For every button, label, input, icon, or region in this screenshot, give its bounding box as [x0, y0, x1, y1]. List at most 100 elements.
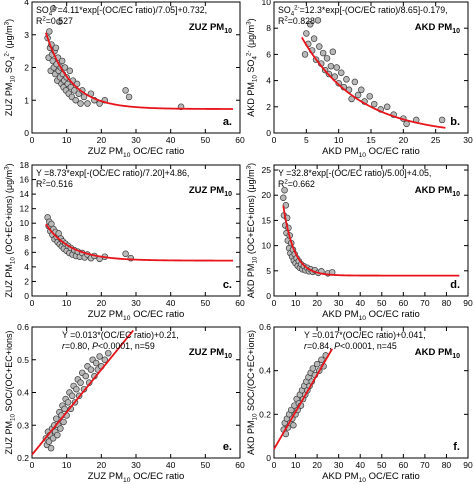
- x-tick-label: 0: [30, 460, 35, 470]
- x-axis-label: ZUZ PM10 OC/EC ratio: [88, 309, 185, 322]
- text-segment: 10: [10, 75, 17, 83]
- text-segment: P: [92, 341, 98, 351]
- x-tick-label: 50: [201, 298, 211, 308]
- data-point: [53, 415, 60, 422]
- data-point: [309, 365, 317, 372]
- y-axis-label: AKD PM10 (OC+EC+ions) (μg/m3): [245, 163, 258, 298]
- y-tick-label: 0.4: [259, 366, 271, 376]
- x-axis-label: ZUZ PM10 OC/EC ratio: [88, 471, 185, 484]
- data-point: [52, 44, 60, 52]
- y-tick-label: 0: [266, 128, 271, 138]
- fit-curve: [282, 205, 460, 277]
- data-point: [301, 51, 309, 58]
- text-segment: SO: [246, 60, 256, 76]
- text-segment: =0.84,: [307, 341, 334, 351]
- data-point: [329, 48, 337, 56]
- data-point: [60, 418, 67, 426]
- y-tick-label: 0.4: [17, 388, 29, 398]
- text-segment: 4: [10, 56, 17, 60]
- data-point: [71, 87, 78, 94]
- x-tick-label: 40: [355, 298, 365, 308]
- data-point: [383, 103, 391, 111]
- data-point: [101, 356, 109, 364]
- text-segment: R: [278, 16, 284, 26]
- data-point: [313, 360, 321, 368]
- text-segment: 2: [42, 178, 46, 185]
- data-point: [49, 435, 57, 442]
- x-tick-label: 15: [366, 135, 376, 145]
- text-segment: (μg/m: [246, 25, 256, 51]
- y-tick-label: 0: [24, 291, 29, 301]
- station-subscript: 10: [452, 353, 460, 360]
- data-point: [306, 21, 314, 28]
- x-tick-label: 10: [62, 460, 72, 470]
- data-point: [61, 64, 69, 71]
- text-segment: ): [246, 163, 256, 166]
- data-point: [61, 405, 68, 413]
- y-tick-label: 6: [24, 247, 29, 257]
- data-point: [319, 49, 327, 57]
- data-point: [282, 202, 290, 209]
- fit-curve: [45, 32, 234, 110]
- y-tick-label: 20: [262, 190, 272, 200]
- y-tick-label: 12: [20, 204, 30, 214]
- text-segment: =4.11*exp[-(OC/EC ratio)/7.05]+0.732,: [58, 5, 207, 15]
- station-label: ZUZ PM10: [189, 347, 232, 360]
- data-point: [327, 62, 335, 70]
- y-tick-label: 14: [20, 189, 30, 199]
- data-point: [338, 69, 345, 76]
- x-tick-label: 10: [62, 298, 72, 308]
- data-point: [96, 353, 103, 360]
- text-segment: r: [62, 341, 66, 351]
- fit-curve: [45, 223, 234, 262]
- text-segment: 4: [252, 56, 259, 60]
- plot-frame: [31, 164, 241, 297]
- text-segment: 10: [10, 414, 17, 422]
- fit-equation-line: R2=0.527: [36, 15, 73, 26]
- plot-frame: [273, 1, 469, 134]
- y-tick-label: 6: [266, 49, 271, 59]
- text-segment: ): [4, 163, 14, 166]
- x-tick-label: 50: [201, 135, 211, 145]
- text-segment: 4: [49, 11, 53, 18]
- text-segment: AKD PM: [322, 146, 359, 157]
- y-tick-label: 0.2: [259, 409, 271, 419]
- data-point: [72, 96, 79, 104]
- y-tick-label: 0.5: [17, 355, 29, 365]
- text-segment: 10: [123, 315, 131, 322]
- data-point: [45, 438, 53, 445]
- data-point: [310, 35, 318, 42]
- text-segment: r: [304, 341, 308, 351]
- panel-label: d.: [450, 279, 460, 291]
- y-tick-label: 18: [20, 160, 30, 170]
- chart-panel-d: 0 10 20 30 40 50 60 70 80 90 0 5 10 15 20 25 Y =32.8*exp…: [245, 163, 473, 322]
- text-segment: <0.0001, n=45: [340, 341, 397, 351]
- x-tick-label: 40: [166, 135, 176, 145]
- text-segment: 2: [284, 15, 288, 22]
- panel-label: c.: [223, 279, 232, 291]
- panel-label: b.: [450, 116, 460, 128]
- y-axis-label: ZUZ PM10 (OC+EC+ions) (μg/m3): [3, 163, 16, 297]
- data-point: [343, 76, 350, 83]
- data-point: [105, 349, 112, 357]
- station-label: AKD PM10: [415, 22, 460, 35]
- text-segment: 10: [359, 477, 367, 484]
- text-segment: ): [4, 19, 14, 22]
- data-point: [49, 5, 57, 12]
- text-segment: AKD PM: [246, 264, 256, 299]
- data-point: [58, 57, 66, 65]
- fit-equation-line: r=0.80, P<0.0001, n=59: [62, 341, 155, 351]
- y-tick-label: 4: [24, 262, 29, 272]
- x-tick-label: 90: [463, 460, 473, 470]
- x-tick-label: 0: [30, 298, 35, 308]
- data-point: [370, 100, 378, 108]
- text-segment: ZUZ PM: [4, 83, 14, 117]
- data-point: [84, 100, 91, 107]
- station-subscript: 10: [224, 191, 232, 198]
- x-tick-label: 20: [312, 298, 322, 308]
- x-axis-label: ZUZ PM10 OC/EC ratio: [88, 146, 185, 159]
- text-segment: Y =0.013*(OC/EC ratio)+0.21,: [62, 330, 179, 340]
- text-segment: OC/EC ratio: [130, 146, 184, 157]
- fit-equation-line: SO42-=12.3*exp[-(OC/EC ratio)/8.65]-0.17…: [278, 4, 448, 17]
